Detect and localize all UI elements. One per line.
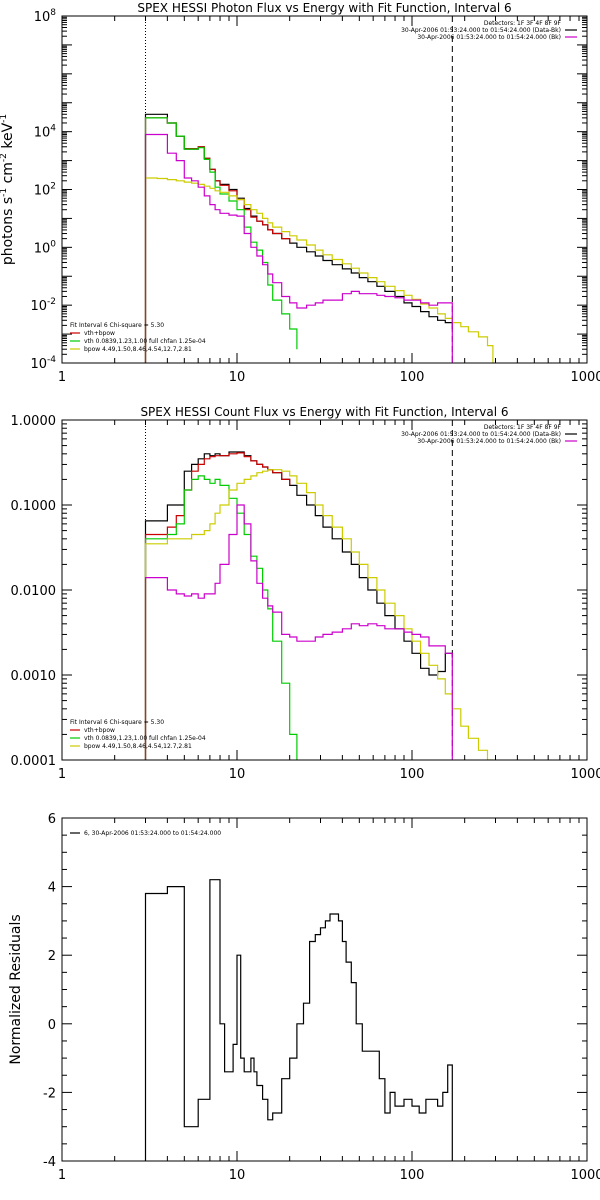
legend-entry: vth+bpow [84,330,115,337]
x-tick-label: 1000 [570,767,600,782]
y-tick-label: 6 [48,812,56,827]
y-tick-label: 10-2 [30,297,56,314]
y-tick-label: 100 [34,239,57,256]
plot-frame [61,817,588,1162]
y-tick-label: 102 [34,182,56,199]
count-panel: SPEX HESSI Count Flux vs Energy with Fit… [11,405,600,782]
y-tick-label: 10-4 [30,355,56,372]
y-tick-label: 0.0001 [11,754,57,769]
y-tick-label: -4 [43,1155,56,1170]
x-tick-label: 1 [58,370,66,385]
y-tick-label: 2 [48,949,56,964]
legend-entry: Detectors: 1F 3F 4F 8F 9F [484,424,562,431]
legend-entry: 30-Apr-2006 01:53:24.000 to 01:54:24.000… [401,27,561,34]
series-residual [144,879,453,1161]
y-tick-label: 108 [34,8,57,25]
y-tick-label: 1.0000 [11,414,57,429]
series-bk [144,133,453,363]
legend-entry: Detectors: 1F 3F 4F 8F 9F [484,20,562,27]
legend-entry: vth 0.0839,1.23,1.00 full chfan 1.25e-04 [84,735,206,742]
plot-frame [61,15,588,364]
series-bk [144,504,453,760]
x-tick-label: 10 [229,370,246,385]
photon-panel: SPEX HESSI Photon Flux vs Energy with Fi… [0,1,600,385]
legend-entry: 6, 30-Apr-2006 01:53:24.000 to 01:54:24.… [84,830,221,837]
series-bpow [144,469,493,760]
y-tick-label: 0.0100 [11,584,57,599]
legend-entry: Fit Interval 6 Chi-square = 5.30 [70,322,164,329]
x-tick-label: 10 [229,1168,246,1183]
x-tick-label: 10 [229,767,246,782]
residuals-panel: 1 10 100 1000 -4 -2 0 2 4 6 Normalized Residuals 6,… [8,812,600,1183]
x-tick-label: 1000 [570,1168,600,1183]
x-tick-label: 100 [400,767,425,782]
chart-title: SPEX HESSI Photon Flux vs Energy with Fi… [137,1,511,15]
series-bpow [144,177,494,363]
chart-title: SPEX HESSI Count Flux vs Energy with Fit… [140,405,508,419]
legend-entry: 30-Apr-2006 01:53:24.000 to 01:54:24.000… [417,34,561,41]
legend-entry: bpow 4.49,1.50,8.46,4.54,12.7,2.81 [84,743,192,750]
y-tick-label: 0 [48,1018,56,1033]
x-tick-label: 1 [58,767,66,782]
x-tick-label: 100 [400,1168,425,1183]
series-vth [144,117,298,363]
plot-frame [61,419,588,761]
y-tick-label: 0.0010 [11,669,57,684]
x-tick-label: 100 [400,370,425,385]
y-axis-label: photons s-1 cm-2 keV-1 [0,114,16,265]
series-sum [144,452,291,760]
legend-entry: 30-Apr-2006 01:53:24.000 to 01:54:24.000… [417,438,561,445]
x-tick-label: 1000 [570,370,600,385]
legend-entry: 30-Apr-2006 01:53:24.000 to 01:54:24.000… [401,431,561,438]
y-tick-label: 104 [34,124,57,141]
y-axis-label: Normalized Residuals [8,914,24,1064]
x-tick-label: 1 [58,1168,66,1183]
y-tick-label: 0.1000 [11,499,57,514]
legend-entry: Fit Interval 6 Chi-square = 5.30 [70,719,164,726]
y-tick-label: -2 [43,1086,56,1101]
y-tick-label: 4 [48,881,56,896]
legend-entry: vth 0.0839,1.23,1.00 full chfan 1.25e-04 [84,338,206,345]
legend-entry: vth+bpow [84,727,115,734]
legend-entry: bpow 4.49,1.50,8.46,4.54,12.7,2.81 [84,346,192,353]
